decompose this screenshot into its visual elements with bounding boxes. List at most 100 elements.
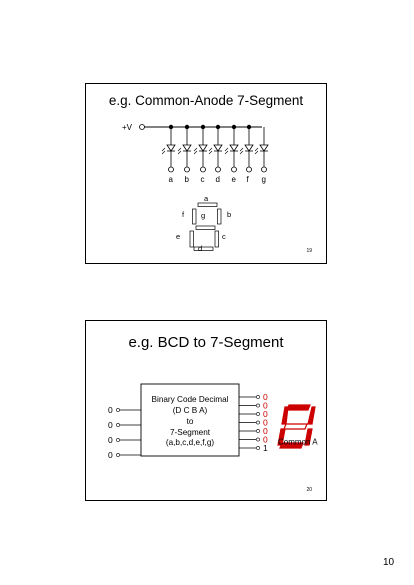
led-f: f — [239, 124, 254, 184]
light-arrow — [224, 147, 229, 152]
block-line-4: 7-Segment — [170, 428, 211, 437]
pin-terminal — [168, 166, 174, 173]
light-arrow — [254, 147, 259, 152]
output-line: 0 — [239, 392, 268, 402]
led-array: a b c d e f g — [161, 124, 269, 184]
segment-label-e: e — [176, 232, 180, 241]
input-value: 0 — [108, 405, 113, 415]
light-arrow — [254, 150, 259, 155]
pin-terminal — [184, 166, 190, 173]
light-arrow — [177, 147, 182, 152]
input-line: 0 — [108, 420, 141, 430]
light-arrow — [193, 147, 198, 152]
output-value: 0 — [263, 392, 268, 402]
input-line: 0 — [108, 450, 141, 460]
light-arrow — [208, 150, 213, 155]
segment-label-g: g — [201, 211, 205, 220]
input-value: 0 — [108, 450, 113, 460]
segment-label-c: c — [222, 232, 226, 241]
input-value: 0 — [108, 435, 113, 445]
display-segment-d — [279, 442, 304, 449]
pin-terminal — [200, 166, 206, 173]
supply-terminal — [139, 124, 145, 130]
pin-terminal — [215, 166, 221, 173]
light-arrow — [239, 147, 244, 152]
decoder-inputs: 0 0 0 0 — [108, 405, 141, 460]
output-line: 0 — [239, 409, 268, 419]
output-line: 0 — [239, 418, 268, 428]
diode-symbol — [198, 144, 208, 152]
output-line: 0 — [239, 401, 268, 411]
segment-label-b: b — [227, 210, 231, 219]
pin-terminal — [261, 166, 267, 173]
segment-label-a: a — [204, 194, 209, 203]
segment-g — [195, 225, 216, 230]
diode-symbol — [244, 144, 254, 152]
output-value: 0 — [263, 401, 268, 411]
segment-label-d: d — [198, 244, 202, 253]
pin-terminal — [246, 166, 252, 173]
display-segment-f — [281, 406, 289, 425]
pin-label: d — [216, 175, 220, 184]
light-arrow — [208, 147, 213, 152]
display-segment-g — [283, 423, 308, 430]
pin-label: e — [232, 175, 237, 184]
led-e: e — [224, 124, 239, 184]
display-label: Common A — [278, 438, 318, 447]
input-line: 0 — [108, 435, 141, 445]
light-arrow — [239, 150, 244, 155]
segment-a — [197, 202, 218, 207]
segment-b — [217, 208, 222, 225]
pin-label: a — [169, 175, 174, 184]
display-segment-b — [307, 406, 316, 425]
slide-number: 19 — [306, 248, 312, 254]
page-number: 10 — [383, 557, 395, 568]
slide-title: e.g. BCD to 7-Segment — [128, 334, 284, 351]
pin-label: g — [262, 175, 266, 184]
output-value: 0 — [263, 435, 268, 445]
segment-label-f: f — [182, 210, 185, 219]
pin-label: b — [185, 175, 190, 184]
slide-title: e.g. Common-Anode 7-Segment — [108, 93, 304, 108]
common-anode-circuit: +V a b c d e f g a b c d e f g — [122, 123, 269, 253]
slide-number: 20 — [306, 487, 312, 493]
led-d: d — [208, 124, 223, 184]
decoder-block-text: Binary Code Decimal (D C B A) to 7-Segme… — [152, 395, 229, 447]
seven-segment-diagram: a b c d e f g — [176, 194, 231, 253]
output-value: 0 — [263, 418, 268, 428]
diode-symbol — [229, 144, 239, 152]
decoder-block — [140, 383, 240, 457]
block-line-5: (a,b,c,d,e,f,g) — [166, 438, 215, 447]
pin-label: c — [201, 175, 205, 184]
output-value: 1 — [263, 443, 268, 453]
output-line: 1 — [239, 443, 268, 453]
light-arrow — [224, 150, 229, 155]
block-line-2: (D C B A) — [173, 406, 208, 415]
supply-label: +V — [122, 123, 133, 132]
led-a: a — [161, 124, 176, 184]
light-arrow — [177, 150, 182, 155]
display-segment-a — [286, 404, 311, 411]
output-value: 0 — [263, 409, 268, 419]
block-line-3: to — [187, 417, 194, 426]
led-b: b — [177, 124, 192, 184]
diode-symbol — [182, 144, 192, 152]
block-line-1: Binary Code Decimal — [152, 395, 229, 404]
input-line: 0 — [108, 405, 141, 415]
led-c: c — [193, 124, 208, 184]
light-arrow — [161, 147, 166, 152]
segment-f — [192, 208, 197, 225]
light-arrow — [161, 150, 166, 155]
pin-terminal — [231, 166, 237, 173]
pin-label: f — [247, 175, 250, 184]
segment-c — [214, 230, 219, 248]
output-line: 0 — [239, 435, 268, 445]
input-value: 0 — [108, 420, 113, 430]
output-line: 0 — [239, 426, 268, 436]
display-segment-c — [304, 428, 313, 446]
diode-symbol — [166, 144, 176, 152]
slide-common-anode: e.g. Common-Anode 7-Segment +V a b c d e f g a… — [85, 83, 327, 264]
